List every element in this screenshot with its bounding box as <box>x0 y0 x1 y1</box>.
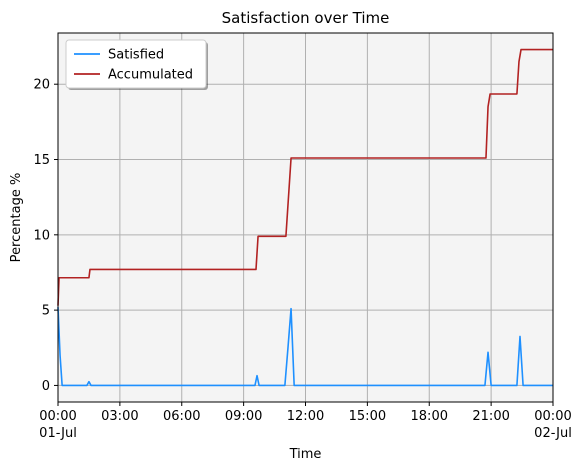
legend-entry: Satisfied <box>108 48 164 63</box>
series-line-satisfied <box>57 307 553 387</box>
x-tick-sublabel: 02-Jul <box>534 426 572 441</box>
x-tick-label: 03:00 <box>101 409 138 424</box>
x-tick-label: 18:00 <box>411 409 448 424</box>
x-tick-label: 00:00 <box>39 409 76 424</box>
y-tick-label: 5 <box>42 304 50 319</box>
y-tick-label: 20 <box>33 78 50 93</box>
legend-entry: Accumulated <box>108 68 193 83</box>
x-tick-label: 21:00 <box>472 409 509 424</box>
y-tick-label: 10 <box>33 228 50 243</box>
x-tick-label: 00:00 <box>534 409 571 424</box>
y-axis-label: Percentage % <box>9 173 24 263</box>
x-axis-label: Time <box>289 447 322 462</box>
x-tick-label: 12:00 <box>287 409 324 424</box>
legend: Satisfied Accumulated <box>65 39 208 90</box>
chart-title: Satisfaction over Time <box>222 9 390 27</box>
x-tick-label: 06:00 <box>163 409 200 424</box>
y-tick-label: 15 <box>33 153 50 168</box>
x-tick-sublabel: 01-Jul <box>39 426 77 441</box>
series-layer <box>57 48 553 387</box>
y-tick-label: 0 <box>42 379 50 394</box>
ticks: 00:00 01-Jul 03:00 06:00 09:00 12:00 15:00 18:0… <box>33 78 571 441</box>
legend-box <box>65 39 207 89</box>
x-tick-label: 15:00 <box>349 409 386 424</box>
series-line-accumulated <box>57 48 553 306</box>
x-tick-label: 09:00 <box>225 409 262 424</box>
